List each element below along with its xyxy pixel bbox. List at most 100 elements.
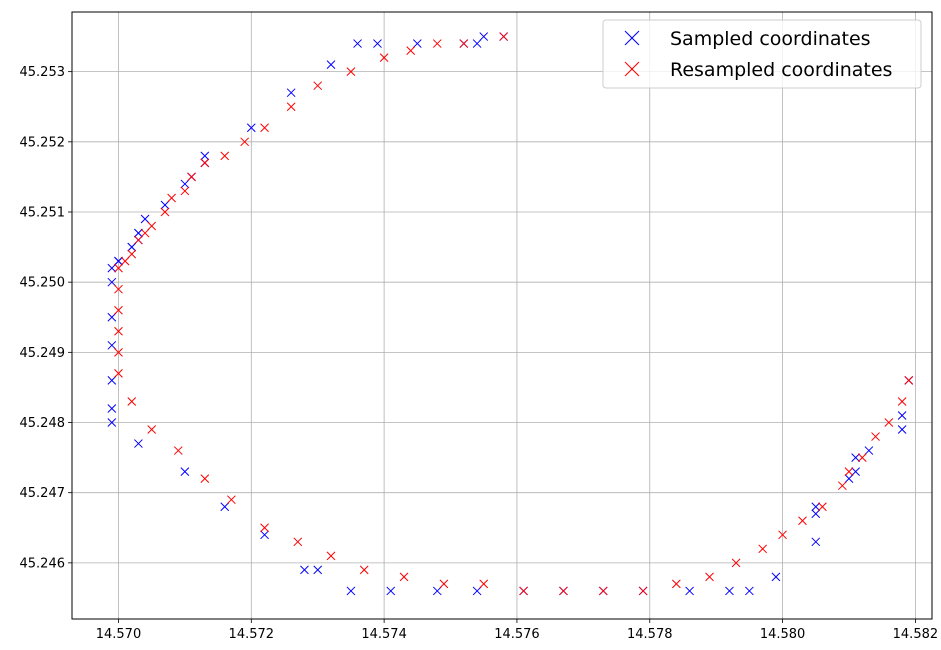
- data-point: [671, 579, 681, 589]
- data-point: [107, 418, 117, 427]
- legend-label-sampled: Sampled coordinates: [670, 28, 871, 50]
- data-point: [399, 572, 409, 582]
- data-point: [844, 467, 854, 476]
- data-point: [167, 193, 176, 203]
- data-point: [559, 586, 568, 596]
- data-point: [897, 411, 907, 420]
- data-point: [638, 586, 648, 596]
- x-tick-label: 14.570: [96, 627, 142, 642]
- data-point: [180, 467, 190, 476]
- x-tick-label: 14.580: [760, 627, 806, 642]
- data-point: [107, 340, 117, 350]
- data-point: [107, 277, 117, 287]
- data-point: [127, 397, 137, 406]
- y-tick-label: 45.250: [20, 276, 66, 291]
- data-point: [598, 586, 608, 596]
- data-point: [386, 586, 396, 596]
- data-point: [326, 60, 336, 69]
- data-point: [173, 446, 183, 455]
- data-point: [745, 586, 754, 596]
- data-point: [778, 530, 787, 540]
- grid-lines: [72, 12, 932, 619]
- data-point: [857, 453, 867, 462]
- data-point: [227, 495, 236, 505]
- data-point: [286, 88, 296, 98]
- x-axis: 14.570 14.572 14.574 14.576 14.578 14.580 14.5…: [96, 619, 938, 642]
- data-point: [499, 32, 509, 41]
- x-tick-label: 14.572: [229, 627, 275, 642]
- legend: Sampled coordinates Resampled coordinate…: [602, 19, 922, 89]
- data-point: [114, 284, 123, 294]
- data-point: [187, 172, 196, 182]
- data-point: [220, 502, 230, 512]
- plot-frame: [71, 11, 933, 620]
- data-point: [200, 151, 210, 161]
- y-tick-label: 45.253: [20, 65, 66, 80]
- data-point: [897, 425, 907, 434]
- data-point: [107, 404, 117, 413]
- data-point: [180, 179, 190, 189]
- data-point: [246, 123, 256, 133]
- data-point: [439, 579, 449, 589]
- x-tick-label: 14.574: [361, 627, 407, 642]
- data-point: [140, 214, 150, 224]
- data-point: [134, 235, 143, 245]
- data-point: [147, 425, 157, 434]
- data-point: [160, 207, 170, 217]
- data-point: [479, 32, 489, 41]
- data-point: [260, 530, 269, 540]
- data-point: [180, 186, 190, 196]
- plot-background: [72, 12, 932, 619]
- data-point: [758, 544, 768, 554]
- x-tick-label: 14.578: [627, 627, 673, 642]
- data-point: [897, 397, 907, 406]
- data-point: [134, 228, 143, 238]
- data-point: [359, 565, 369, 575]
- data-point: [406, 46, 416, 55]
- data-point: [127, 242, 137, 252]
- data-point: [160, 200, 170, 210]
- data-point: [300, 565, 309, 575]
- data-point: [432, 39, 442, 48]
- y-tick-label: 45.251: [20, 205, 66, 220]
- data-point: [200, 474, 210, 484]
- data-point: [373, 39, 382, 48]
- data-point: [114, 305, 123, 315]
- data-point: [412, 39, 422, 48]
- data-point: [114, 263, 123, 273]
- data-point: [818, 502, 827, 512]
- data-point: [127, 249, 137, 259]
- y-tick-label: 45.246: [20, 556, 66, 571]
- data-point: [134, 439, 143, 448]
- x-tick-label: 14.576: [494, 627, 540, 642]
- data-point: [798, 516, 807, 526]
- data-point: [851, 453, 860, 462]
- legend-marker-sampled: [624, 30, 640, 46]
- data-point: [140, 228, 150, 238]
- data-point: [114, 256, 123, 266]
- y-axis: 45.246 45.247 45.248 45.249 45.250 45.251 45.2…: [20, 65, 72, 571]
- data-point: [260, 523, 269, 533]
- data-point: [114, 347, 123, 357]
- data-point: [107, 376, 117, 385]
- data-point: [346, 586, 356, 596]
- y-tick-label: 45.249: [20, 346, 66, 361]
- legend-marker-icon: [624, 61, 640, 77]
- x-tick-label: 14.582: [893, 627, 939, 642]
- data-point: [293, 537, 303, 547]
- data-point: [837, 481, 847, 491]
- data-point: [811, 509, 821, 519]
- data-point: [313, 565, 323, 575]
- data-point: [904, 376, 914, 385]
- data-point: [731, 558, 741, 568]
- data-point: [200, 158, 210, 168]
- data-point: [286, 102, 296, 112]
- data-point: [260, 123, 269, 133]
- data-point: [725, 586, 734, 596]
- legend-marker-resampled: [624, 61, 640, 77]
- data-point: [313, 81, 323, 91]
- data-point: [884, 418, 894, 427]
- y-tick-label: 45.248: [20, 416, 66, 431]
- legend-label-resampled: Resampled coordinates: [670, 59, 892, 81]
